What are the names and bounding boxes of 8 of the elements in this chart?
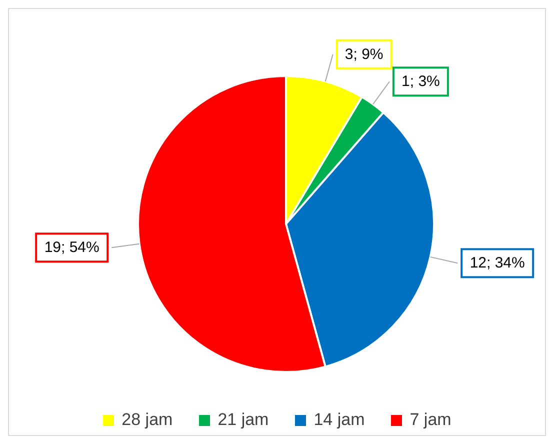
data-label: 12; 34% [470, 254, 525, 272]
data-label: 3; 9% [344, 46, 384, 63]
legend-label: 28 jam [120, 410, 173, 430]
legend-label: 7 jam [408, 410, 452, 430]
legend-label: 21 jam [216, 410, 269, 430]
legend-label: 14 jam [312, 410, 365, 430]
data-label: 19; 54% [44, 239, 100, 256]
data-label: 1; 3% [402, 73, 440, 90]
